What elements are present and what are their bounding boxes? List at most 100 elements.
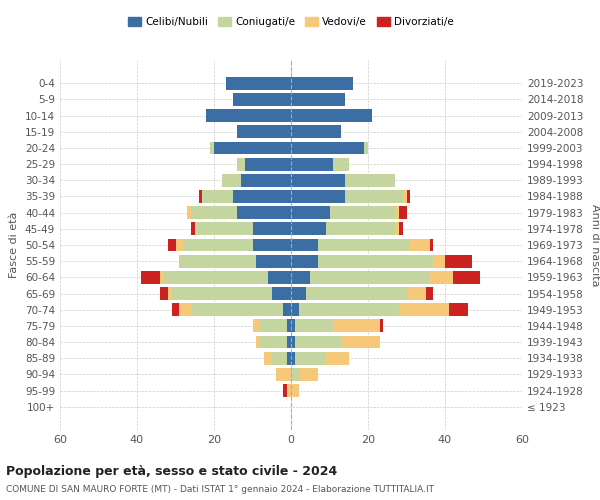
Bar xyxy=(287,352,291,364)
Bar xyxy=(283,384,287,397)
Bar xyxy=(141,271,160,284)
Bar xyxy=(364,142,368,154)
Bar xyxy=(295,320,334,332)
Bar xyxy=(291,320,295,332)
Bar xyxy=(183,238,253,252)
Bar xyxy=(291,93,345,106)
Bar xyxy=(206,109,291,122)
Y-axis label: Anni di nascita: Anni di nascita xyxy=(590,204,600,286)
Bar xyxy=(318,238,410,252)
Bar xyxy=(407,287,426,300)
Bar xyxy=(453,271,479,284)
Bar xyxy=(334,320,380,332)
Bar xyxy=(253,320,260,332)
Bar xyxy=(291,254,318,268)
Bar xyxy=(345,190,403,203)
Bar xyxy=(210,142,214,154)
Bar xyxy=(295,336,341,348)
Bar xyxy=(326,222,395,235)
Text: COMUNE DI SAN MAURO FORTE (MT) - Dati ISTAT 1° gennaio 2024 - Elaborazione TUTTI: COMUNE DI SAN MAURO FORTE (MT) - Dati IS… xyxy=(6,485,434,494)
Bar xyxy=(291,158,334,170)
Bar xyxy=(430,271,453,284)
Bar xyxy=(191,222,195,235)
Bar xyxy=(237,126,291,138)
Bar xyxy=(291,206,329,219)
Bar xyxy=(449,303,468,316)
Bar xyxy=(291,142,364,154)
Bar xyxy=(287,336,291,348)
Bar xyxy=(433,254,445,268)
Bar xyxy=(191,206,237,219)
Bar xyxy=(395,206,399,219)
Bar xyxy=(168,287,172,300)
Bar xyxy=(287,384,291,397)
Bar xyxy=(202,190,233,203)
Legend: Celibi/Nubili, Coniugati/e, Vedovi/e, Divorziati/e: Celibi/Nubili, Coniugati/e, Vedovi/e, Di… xyxy=(128,17,454,28)
Bar xyxy=(291,271,310,284)
Bar xyxy=(334,158,349,170)
Bar xyxy=(291,336,295,348)
Bar xyxy=(307,287,407,300)
Bar xyxy=(168,238,176,252)
Bar xyxy=(241,174,291,187)
Bar xyxy=(291,303,299,316)
Bar xyxy=(295,352,326,364)
Bar xyxy=(260,320,287,332)
Bar xyxy=(160,271,164,284)
Bar xyxy=(253,238,291,252)
Bar xyxy=(445,254,472,268)
Bar xyxy=(260,336,287,348)
Bar xyxy=(275,368,291,381)
Bar xyxy=(272,287,291,300)
Bar xyxy=(329,206,395,219)
Bar xyxy=(291,174,345,187)
Bar xyxy=(179,303,191,316)
Bar xyxy=(237,158,245,170)
Bar xyxy=(172,287,272,300)
Bar xyxy=(237,206,291,219)
Bar xyxy=(256,254,291,268)
Bar xyxy=(256,336,260,348)
Bar xyxy=(176,238,183,252)
Bar xyxy=(399,206,407,219)
Bar xyxy=(299,303,399,316)
Bar xyxy=(245,158,291,170)
Bar xyxy=(291,368,299,381)
Bar xyxy=(318,254,433,268)
Bar xyxy=(291,287,307,300)
Bar xyxy=(214,142,291,154)
Bar xyxy=(291,109,372,122)
Bar xyxy=(345,174,395,187)
Bar xyxy=(407,190,410,203)
Bar xyxy=(179,254,256,268)
Bar xyxy=(430,238,433,252)
Bar xyxy=(291,352,295,364)
Bar xyxy=(291,190,345,203)
Bar xyxy=(268,271,291,284)
Bar xyxy=(310,271,430,284)
Bar xyxy=(272,352,287,364)
Bar xyxy=(172,303,179,316)
Bar xyxy=(403,190,407,203)
Bar xyxy=(164,271,268,284)
Bar xyxy=(187,206,191,219)
Bar xyxy=(283,303,291,316)
Bar xyxy=(380,320,383,332)
Bar xyxy=(410,238,430,252)
Bar xyxy=(287,320,291,332)
Bar xyxy=(222,174,241,187)
Bar xyxy=(326,352,349,364)
Bar xyxy=(199,190,202,203)
Bar xyxy=(395,222,399,235)
Bar xyxy=(291,222,326,235)
Bar xyxy=(291,384,299,397)
Bar xyxy=(426,287,433,300)
Bar xyxy=(226,77,291,90)
Bar xyxy=(233,190,291,203)
Bar xyxy=(264,352,272,364)
Bar xyxy=(399,222,403,235)
Bar xyxy=(253,222,291,235)
Bar xyxy=(291,77,353,90)
Bar xyxy=(233,93,291,106)
Bar xyxy=(291,126,341,138)
